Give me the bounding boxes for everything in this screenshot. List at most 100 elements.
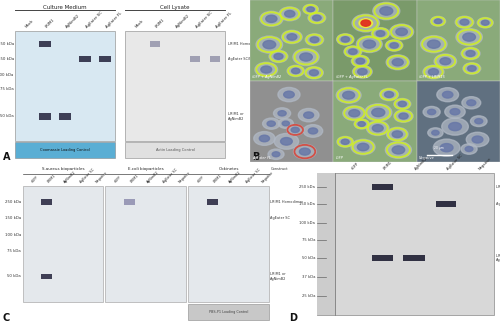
- Circle shape: [255, 62, 278, 77]
- Text: AgEater SC/FL: AgEater SC/FL: [228, 57, 252, 61]
- Text: iGFP: iGFP: [336, 156, 344, 160]
- Circle shape: [256, 36, 282, 53]
- Bar: [38, 113, 52, 120]
- Circle shape: [310, 70, 318, 76]
- Circle shape: [437, 88, 458, 102]
- Text: 100 kDa: 100 kDa: [0, 73, 14, 77]
- Circle shape: [432, 130, 439, 135]
- Text: AgEater SC: AgEater SC: [446, 154, 464, 171]
- Circle shape: [423, 65, 444, 79]
- Circle shape: [430, 16, 446, 26]
- Circle shape: [342, 91, 354, 99]
- Bar: [78, 56, 92, 62]
- Text: LRIM1 or
AgNimB2: LRIM1 or AgNimB2: [228, 112, 244, 121]
- Circle shape: [267, 121, 276, 126]
- Circle shape: [394, 99, 411, 109]
- Circle shape: [300, 148, 310, 155]
- Text: AgEater SC: AgEater SC: [270, 216, 290, 220]
- Text: Negative: Negative: [478, 157, 492, 171]
- Circle shape: [336, 87, 361, 103]
- Circle shape: [358, 69, 367, 75]
- Circle shape: [366, 121, 389, 135]
- Text: Negative: Negative: [178, 171, 192, 184]
- Text: Mock: Mock: [25, 19, 35, 29]
- Bar: [372, 183, 394, 190]
- Circle shape: [341, 37, 349, 42]
- Circle shape: [428, 40, 440, 48]
- Circle shape: [463, 63, 480, 74]
- Text: PBS-P1 Loading Control: PBS-P1 Loading Control: [209, 310, 248, 314]
- Circle shape: [376, 31, 385, 36]
- Circle shape: [461, 144, 477, 154]
- Circle shape: [396, 28, 407, 36]
- Text: AgNimB2: AgNimB2: [228, 170, 242, 184]
- Text: Coomassie Loading Control: Coomassie Loading Control: [40, 148, 90, 152]
- Text: AgNimB2: AgNimB2: [63, 170, 77, 184]
- Circle shape: [392, 59, 404, 66]
- Circle shape: [380, 7, 393, 15]
- Bar: [334, 81, 416, 162]
- Circle shape: [294, 144, 316, 159]
- Circle shape: [456, 28, 482, 46]
- Circle shape: [356, 36, 382, 53]
- Text: 50 kDa: 50 kDa: [8, 275, 21, 278]
- Circle shape: [428, 69, 438, 75]
- Text: sGFP: sGFP: [30, 175, 40, 184]
- Text: Negative: Negative: [419, 156, 435, 160]
- Text: iGFP + LRIM15: iGFP + LRIM15: [419, 75, 445, 79]
- Text: 25 kDa: 25 kDa: [302, 295, 315, 298]
- Circle shape: [372, 108, 385, 117]
- Circle shape: [373, 2, 400, 20]
- Circle shape: [287, 34, 297, 40]
- Circle shape: [349, 109, 360, 117]
- Text: LRIM1 Homodimer: LRIM1 Homodimer: [270, 200, 303, 204]
- Text: LRIM1: LRIM1: [155, 18, 166, 29]
- Text: 75 kDa: 75 kDa: [0, 87, 14, 91]
- Text: AgEater SC: AgEater SC: [496, 202, 500, 206]
- Circle shape: [284, 91, 294, 98]
- Bar: [250, 81, 334, 162]
- Circle shape: [372, 28, 390, 39]
- Text: D: D: [290, 313, 298, 323]
- Circle shape: [475, 119, 482, 124]
- Text: iGFP + AgEater FL: iGFP + AgEater FL: [336, 75, 368, 79]
- Text: E.coli bioparticles: E.coli bioparticles: [128, 167, 164, 171]
- Circle shape: [266, 15, 277, 22]
- Bar: [207, 199, 218, 205]
- Circle shape: [445, 105, 465, 118]
- Circle shape: [352, 65, 372, 78]
- Text: Cell Lysate: Cell Lysate: [160, 5, 190, 10]
- Circle shape: [448, 122, 462, 131]
- Text: Ookinetes: Ookinetes: [218, 167, 239, 171]
- Text: 250 kDa: 250 kDa: [300, 185, 315, 189]
- Text: Construct: Construct: [270, 167, 288, 171]
- Text: A: A: [2, 152, 10, 162]
- Circle shape: [284, 10, 295, 17]
- Circle shape: [358, 143, 369, 151]
- Text: LRIM1: LRIM1: [47, 174, 57, 184]
- Text: S.aureus bioparticles: S.aureus bioparticles: [42, 167, 84, 171]
- Bar: [416, 81, 500, 162]
- Bar: [250, 0, 334, 81]
- Bar: [98, 56, 112, 62]
- Bar: [404, 255, 425, 262]
- Circle shape: [359, 19, 372, 27]
- Text: 150 kDa: 150 kDa: [0, 57, 14, 61]
- Text: AgEater SC: AgEater SC: [79, 168, 96, 184]
- Circle shape: [361, 20, 370, 26]
- Circle shape: [278, 88, 300, 102]
- Circle shape: [390, 24, 413, 39]
- Bar: [372, 255, 394, 262]
- Text: AgEater FL: AgEater FL: [105, 11, 123, 29]
- Circle shape: [462, 97, 480, 109]
- Circle shape: [380, 89, 398, 101]
- Circle shape: [260, 11, 283, 26]
- Bar: [106, 186, 186, 302]
- Circle shape: [274, 54, 283, 59]
- Text: AgNimB2: AgNimB2: [414, 156, 429, 171]
- Bar: [210, 56, 220, 62]
- Text: Mock: Mock: [135, 19, 145, 29]
- Circle shape: [394, 110, 413, 122]
- Bar: [436, 201, 456, 207]
- Circle shape: [341, 139, 349, 144]
